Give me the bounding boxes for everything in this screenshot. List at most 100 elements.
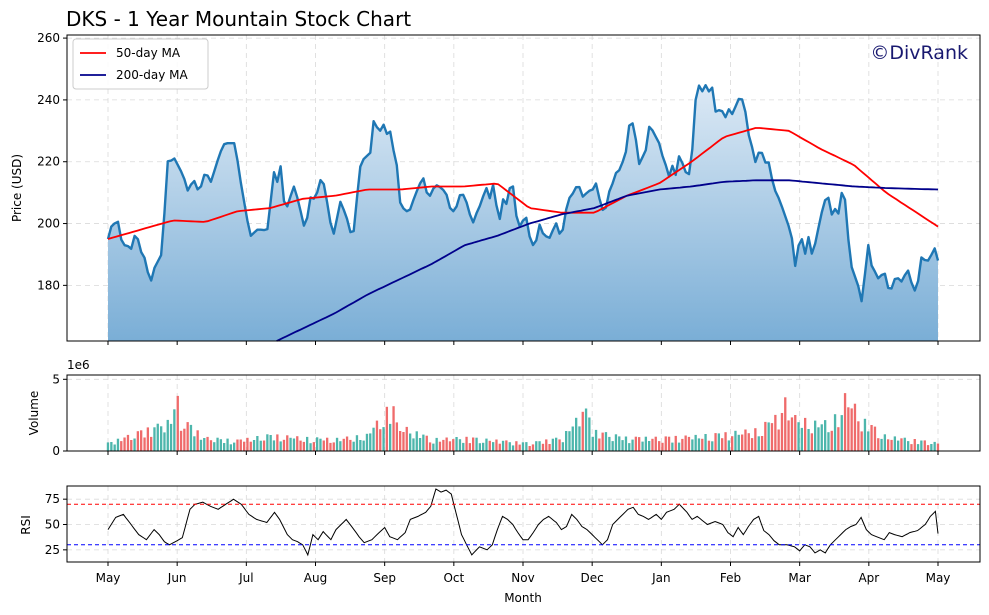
volume-bar: [880, 438, 883, 451]
x-tick-label: Jan: [651, 571, 671, 585]
volume-bar: [857, 421, 860, 451]
volume-bar: [824, 420, 827, 451]
volume-bar: [169, 423, 173, 451]
volume-bar: [900, 438, 903, 451]
rsi-tick-label: 50: [45, 518, 60, 532]
volume-bar: [764, 421, 767, 451]
volume-bar: [827, 432, 830, 451]
volume-bar: [833, 414, 837, 451]
volume-tick-label: 0: [52, 444, 60, 458]
price-tick-label: 260: [37, 31, 60, 45]
volume-bar: [319, 438, 322, 451]
chart-title: DKS - 1 Year Mountain Stock Chart: [66, 7, 411, 31]
volume-bar: [392, 406, 395, 451]
volume-bar: [747, 433, 750, 451]
volume-bar: [893, 436, 897, 451]
volume-bar: [382, 427, 385, 451]
volume-bar: [511, 445, 515, 451]
volume-bar: [282, 439, 286, 451]
volume-bar: [296, 436, 299, 451]
volume-bar: [352, 441, 355, 451]
volume-bar: [780, 413, 784, 451]
volume-bar: [767, 422, 770, 451]
volume-bar: [628, 443, 631, 451]
volume-bar: [508, 442, 511, 451]
volume-bar: [903, 437, 906, 451]
volume-bar: [658, 441, 661, 451]
volume-bar: [694, 434, 697, 451]
volume-bar: [681, 438, 684, 451]
volume-bar: [415, 431, 418, 451]
volume-bar: [485, 438, 488, 451]
volume-bar: [611, 441, 614, 451]
volume-bar: [495, 439, 498, 451]
x-tick-label: Apr: [858, 571, 879, 585]
legend: 50-day MA 200-day MA: [72, 38, 209, 90]
volume-bar: [219, 439, 223, 451]
volume-bar: [644, 436, 648, 451]
volume-bar: [707, 440, 711, 451]
volume-bar: [820, 424, 823, 451]
volume-bar: [671, 442, 674, 451]
volume-bar: [256, 436, 259, 451]
volume-bar: [727, 440, 731, 451]
volume-bar: [897, 440, 900, 451]
volume-bar: [535, 441, 538, 451]
volume-bar: [243, 441, 246, 451]
volume-bar: [913, 439, 916, 451]
volume-bar: [233, 442, 236, 451]
ma200-line: [276, 179, 939, 342]
volume-bar: [588, 417, 591, 451]
volume-bar: [156, 423, 159, 451]
volume-bar: [498, 443, 501, 451]
volume-bar: [601, 432, 604, 451]
volume-bar: [252, 440, 256, 451]
volume-bar: [146, 427, 150, 451]
volume-bar: [375, 420, 379, 451]
volume-bar: [226, 438, 229, 451]
volume-bar: [804, 417, 807, 451]
volume-bar: [332, 442, 335, 451]
volume-bar: [721, 438, 724, 451]
volume-bar: [933, 441, 936, 451]
legend-box: [72, 38, 209, 90]
volume-bar: [133, 438, 136, 451]
volume-bar: [873, 426, 877, 451]
x-tick-label: May: [926, 571, 951, 585]
x-tick-label: Oct: [443, 571, 464, 585]
volume-bar: [279, 441, 282, 451]
volume-bar: [923, 440, 926, 451]
volume-bar: [418, 438, 422, 451]
volume-bar: [355, 435, 359, 451]
volume-bar: [475, 437, 478, 451]
volume-bar: [584, 408, 588, 451]
volume-bar: [425, 435, 428, 451]
volume-bar: [501, 440, 505, 451]
volume-bar: [883, 434, 887, 451]
volume-bar: [435, 437, 438, 451]
volume-bar: [551, 438, 555, 451]
volume-bar: [684, 435, 687, 451]
volume-bar: [309, 443, 312, 451]
x-tick-label: Feb: [720, 571, 741, 585]
price-area: [108, 85, 938, 341]
volume-bar: [379, 429, 382, 451]
volume-bar: [631, 439, 634, 451]
volume-bar: [794, 415, 797, 451]
volume-bar: [744, 429, 747, 451]
volume-bar: [528, 446, 531, 451]
x-tick-label: Mar: [788, 571, 811, 585]
volume-bar: [130, 440, 133, 451]
volume-bar: [853, 403, 857, 451]
volume-bar: [651, 438, 654, 451]
volume-bar: [140, 430, 143, 451]
volume-bar: [399, 431, 402, 451]
volume-bar: [213, 442, 216, 451]
volume-bar: [402, 432, 405, 451]
volume-bar: [236, 439, 239, 451]
volume-bar: [239, 439, 242, 451]
x-tick-label: Aug: [304, 571, 327, 585]
volume-bar: [196, 430, 199, 451]
volume-bar: [830, 430, 833, 451]
ma50-line: [107, 127, 939, 240]
